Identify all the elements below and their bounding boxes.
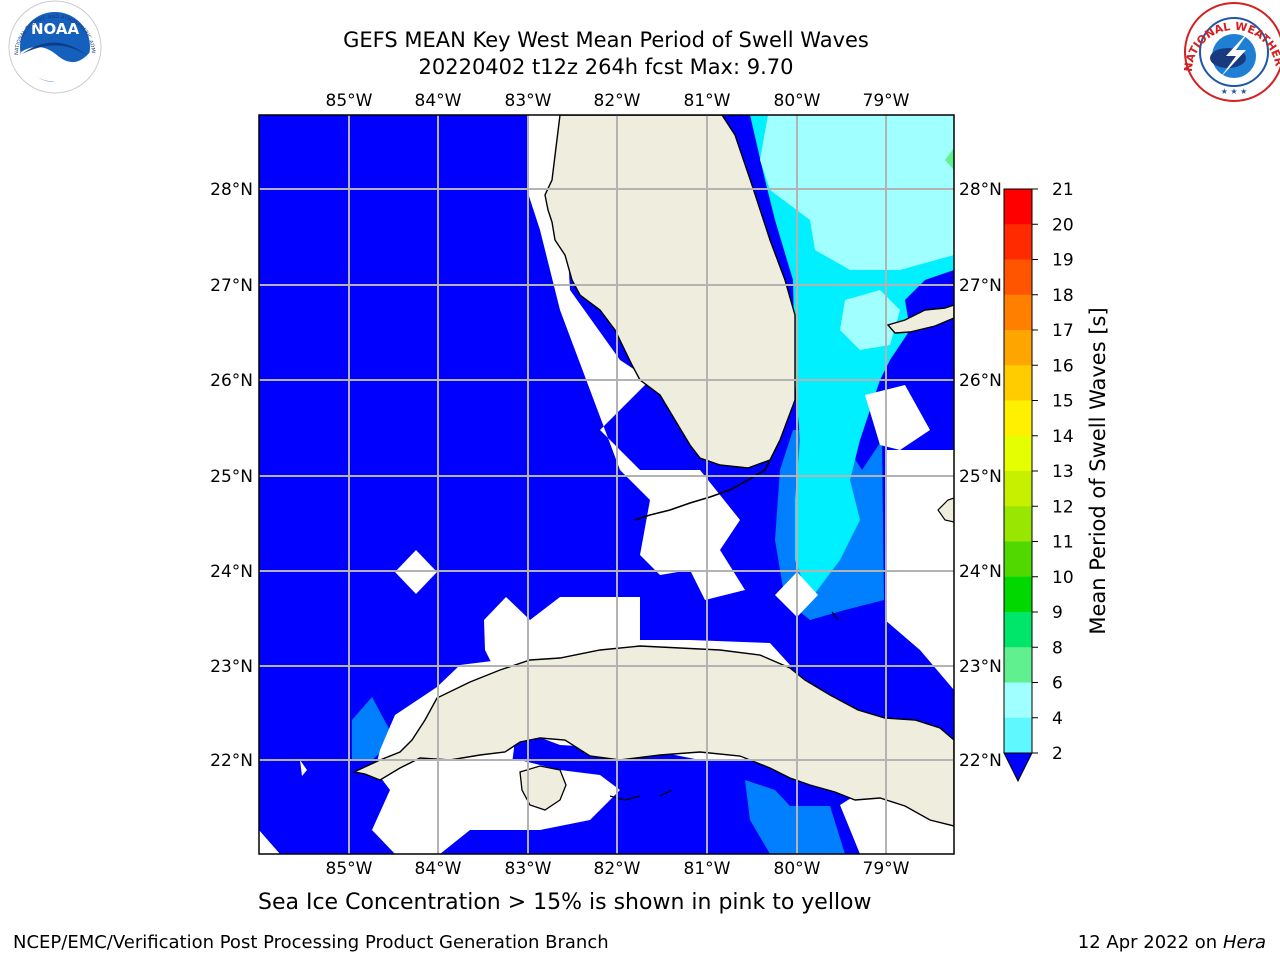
swell-field-8to9 — [760, 115, 954, 270]
graticule — [259, 115, 954, 854]
colorbar-band — [1004, 294, 1032, 331]
cuba — [351, 645, 954, 827]
lat-label-left: 23°N — [210, 657, 253, 677]
colorbar-band — [1004, 330, 1032, 366]
lat-label-left: 28°N — [210, 180, 253, 200]
colorbar-tick-label: 21 — [1052, 180, 1074, 200]
colorbar-tick-label: 15 — [1052, 392, 1074, 412]
lat-label-left: 26°N — [210, 371, 253, 391]
sea-ice-note: Sea Ice Concentration > 15% is shown in … — [258, 890, 872, 915]
isla-de-la-juventud — [519, 765, 567, 811]
swell-field-9plus — [945, 148, 954, 170]
nws-logo: NATIONAL WEATHER SERVICE ★ ★ ★ — [0, 0, 1280, 102]
lat-label-left: 24°N — [210, 562, 253, 582]
lat-label-right: 25°N — [959, 467, 1002, 487]
nws-logo-stars: ★ ★ ★ — [1221, 87, 1248, 96]
colorbar-band — [1004, 471, 1032, 507]
noaa-logo: NOAA NATIONAL OCEANIC AND ATMOSPHERIC AD… — [0, 0, 102, 94]
lon-label-bottom: 84°W — [415, 859, 462, 879]
lon-label-bottom: 85°W — [326, 859, 373, 879]
colorbar-band — [1004, 189, 1032, 225]
chart-subtitle: 20220402 t12z 264h fcst Max: 9.70 — [418, 55, 794, 79]
jamaica-north-islands — [609, 611, 839, 801]
grand-bahama — [886, 304, 954, 334]
lon-label-bottom: 81°W — [684, 859, 731, 879]
date-text: 12 Apr 2022 on — [1077, 932, 1223, 953]
colorbar-label: Mean Period of Swell Waves [s] — [1086, 307, 1110, 634]
colorbar-tick-label: 10 — [1052, 568, 1074, 588]
date-line: 12 Apr 2022 on Hera — [1078, 932, 1266, 953]
colorbar-band — [1004, 541, 1032, 578]
colorbar-tick-label: 20 — [1052, 215, 1074, 235]
lon-label-top: 82°W — [594, 91, 641, 111]
lon-label-top: 79°W — [863, 91, 910, 111]
colorbar-tick-label: 6 — [1052, 674, 1063, 694]
colorbar-band — [1004, 400, 1032, 437]
colorbar-tick-label: 13 — [1052, 462, 1074, 482]
colorbar-band — [1004, 576, 1032, 613]
colorbar-band — [1004, 259, 1032, 296]
colorbar-tick-label: 17 — [1052, 321, 1074, 341]
lon-label-bottom: 80°W — [774, 859, 821, 879]
lon-label-top: 83°W — [505, 91, 552, 111]
colorbar-band — [1004, 612, 1032, 648]
map-panel — [258, 114, 955, 855]
lon-label-top: 80°W — [774, 91, 821, 111]
colorbar-band — [1004, 647, 1032, 683]
lon-label-bottom: 82°W — [594, 859, 641, 879]
lat-label-right: 24°N — [959, 562, 1002, 582]
host-name: Hera — [1222, 932, 1266, 953]
colorbar-tick-label: 4 — [1052, 709, 1063, 729]
andros-island — [937, 497, 954, 523]
colorbar-tick-label: 2 — [1052, 744, 1063, 764]
lon-label-bottom: 83°W — [505, 859, 552, 879]
chart-title: GEFS MEAN Key West Mean Period of Swell … — [343, 28, 869, 52]
lon-label-top: 85°W — [326, 91, 373, 111]
lon-label-top: 81°W — [684, 91, 731, 111]
colorbar-tick-label: 12 — [1052, 497, 1074, 517]
lat-label-right: 28°N — [959, 180, 1002, 200]
colorbar-tick-label: 19 — [1052, 251, 1074, 271]
colorbar-band — [1004, 506, 1032, 542]
colorbar-tick-label: 14 — [1052, 427, 1074, 447]
colorbar-tick-label: 9 — [1052, 603, 1063, 623]
lat-label-right: 26°N — [959, 371, 1002, 391]
lat-label-right: 23°N — [959, 657, 1002, 677]
colorbar-band — [1004, 682, 1032, 719]
florida-keys — [634, 459, 771, 521]
lon-label-bottom: 79°W — [863, 859, 910, 879]
lat-label-left: 27°N — [210, 276, 253, 296]
colorbar-band — [1004, 717, 1032, 754]
colorbar-tick-label: 16 — [1052, 356, 1074, 376]
lon-label-top: 84°W — [415, 91, 462, 111]
colorbar-band — [1004, 224, 1032, 260]
colorbar-band — [1004, 365, 1032, 401]
lat-label-right: 22°N — [959, 751, 1002, 771]
map-frame — [258, 114, 955, 855]
colorbar-tick-label: 8 — [1052, 638, 1063, 658]
lat-label-right: 27°N — [959, 276, 1002, 296]
lat-label-left: 22°N — [210, 751, 253, 771]
credit-line: NCEP/EMC/Verification Post Processing Pr… — [13, 932, 609, 953]
lat-label-left: 25°N — [210, 467, 253, 487]
colorbar-band — [1004, 435, 1032, 472]
colorbar-tick-label: 18 — [1052, 286, 1074, 306]
swell-field-4to6-south — [745, 780, 845, 854]
colorbar-extend-arrow — [1003, 752, 1033, 783]
lat-labels: 28°N 27°N 26°N 25°N 24°N 23°N 22°N 28°N … — [210, 180, 1002, 771]
colorbar: 21 20 19 18 17 16 15 14 13 12 11 10 9 8 6 4 2 — [1003, 180, 1074, 783]
noaa-logo-text: NOAA — [31, 20, 80, 38]
colorbar-tick-label: 11 — [1052, 533, 1074, 553]
lon-labels: 85°W 84°W 83°W 82°W 81°W 80°W 79°W 85°W … — [326, 91, 910, 879]
nws-logo-ring: NATIONAL WEATHER SERVICE — [0, 0, 1280, 72]
